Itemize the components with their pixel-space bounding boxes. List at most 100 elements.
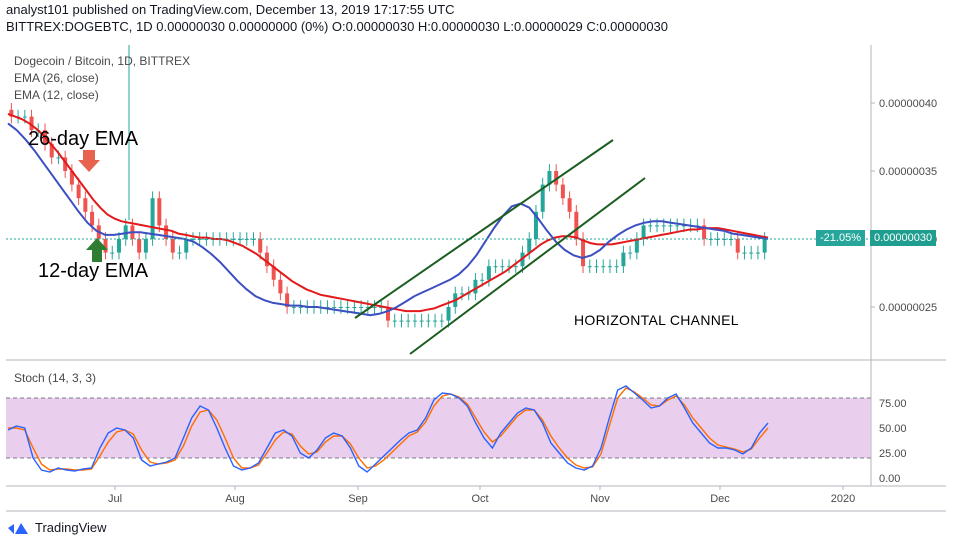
last-price-tag: 0.00000030 (870, 230, 937, 246)
time-tick-label: Oct (471, 493, 488, 505)
candle-body (352, 307, 357, 308)
ema26-annotation: 26-day EMA (28, 128, 139, 150)
candle-body (69, 171, 74, 185)
price-tick-label: 0.00000035 (879, 166, 937, 178)
candle-body (419, 320, 424, 322)
candle-body (533, 211, 538, 239)
candle-body (285, 293, 290, 307)
candle-body (56, 157, 61, 159)
time-tick-label: Nov (590, 493, 610, 505)
candle-body (184, 239, 189, 253)
candle-body (587, 266, 592, 268)
candle-body (238, 239, 243, 240)
candle-body (332, 307, 337, 308)
candle-body (76, 184, 81, 199)
candle-body (325, 307, 330, 308)
candle-body (177, 252, 182, 254)
candle-body (749, 252, 754, 254)
candle-body (251, 239, 256, 240)
candle-body (574, 211, 579, 239)
candle-body (735, 239, 740, 253)
candle-body (170, 239, 175, 253)
candle-body (459, 293, 464, 295)
candle-body (762, 239, 767, 253)
candle-body (446, 307, 451, 321)
candle-body (594, 266, 599, 268)
channel-lower-trendline (409, 177, 646, 355)
stoch-d-line (8, 387, 769, 471)
candle-body (379, 307, 384, 308)
time-tick-label: 2020 (831, 493, 855, 505)
candle-body (258, 239, 263, 253)
ema12-line (7, 122, 769, 317)
candle-body (298, 307, 303, 308)
candle-body (190, 239, 195, 240)
candle-body (567, 198, 572, 212)
horizontal-channel-annotation: HORIZONTAL CHANNEL (574, 312, 739, 328)
chart-title-legend: Dogecoin / Bitcoin, 1D, BITTREX (14, 54, 191, 68)
candle-body (648, 225, 653, 227)
candle-body (614, 266, 619, 268)
candle-body (264, 252, 269, 267)
stoch-tick-label: 50.00 (879, 423, 907, 435)
candle-body (755, 252, 760, 254)
candle-body (668, 225, 673, 227)
stoch-band (6, 398, 871, 458)
candle-body (540, 184, 545, 212)
candle-body (406, 320, 411, 322)
candle-body (439, 320, 444, 322)
publisher-line: analyst101 published on TradingView.com,… (6, 2, 455, 17)
candle-body (157, 198, 162, 226)
candle-body (486, 266, 491, 280)
candle-body (661, 225, 666, 227)
candle-body (742, 252, 747, 254)
candle-body (399, 320, 404, 322)
up-arrow-icon (86, 238, 108, 262)
tradingview-logo-icon (8, 522, 28, 534)
candle-body (116, 239, 121, 253)
channel-upper-trendline (354, 139, 614, 319)
candle-body (137, 239, 142, 253)
candle-body (507, 266, 512, 268)
candle-body (110, 252, 115, 254)
candle-body (634, 239, 639, 253)
ema26-line (7, 112, 769, 313)
ema12-legend: EMA (12, close) (14, 88, 99, 102)
candle-body (480, 279, 485, 281)
candle-body (466, 293, 471, 295)
down-arrow-icon (78, 150, 100, 172)
stoch-tick-label: 0.00 (879, 473, 900, 485)
time-tick-label: Jul (108, 493, 122, 505)
tradingview-brand[interactable]: TradingView (8, 520, 107, 535)
candle-body (164, 225, 169, 239)
stoch-legend: Stoch (14, 3, 3) (14, 371, 97, 385)
candle-body (527, 239, 532, 253)
candle-body (278, 279, 283, 294)
candle-body (231, 239, 236, 240)
price-tick-label: 0.00000040 (879, 98, 937, 110)
price-tick-label: 0.00000025 (879, 302, 937, 314)
candle-body (473, 279, 478, 294)
candle-body (372, 307, 377, 308)
candle-body (150, 198, 155, 239)
candle-body (547, 171, 552, 185)
candle-body (392, 320, 397, 322)
candle-body (103, 239, 108, 253)
stoch-k-line (7, 385, 769, 473)
candle-body (655, 225, 660, 227)
brand-label: TradingView (35, 520, 107, 535)
stoch-tick-label: 25.00 (879, 448, 907, 460)
candle-body (715, 239, 720, 240)
candle-body (554, 171, 559, 185)
candle-body (271, 266, 276, 280)
symbol-ohlc-line: BITTREX:DOGEBTC, 1D 0.00000030 0.0000000… (6, 19, 669, 34)
candle-body (621, 252, 626, 267)
candle-body (426, 320, 431, 322)
ema12-annotation: 12-day EMA (38, 260, 149, 282)
candle-body (722, 239, 727, 240)
candle-body (560, 184, 565, 199)
candle-body (345, 307, 350, 308)
candle-body (412, 320, 417, 322)
candle-body (641, 225, 646, 239)
